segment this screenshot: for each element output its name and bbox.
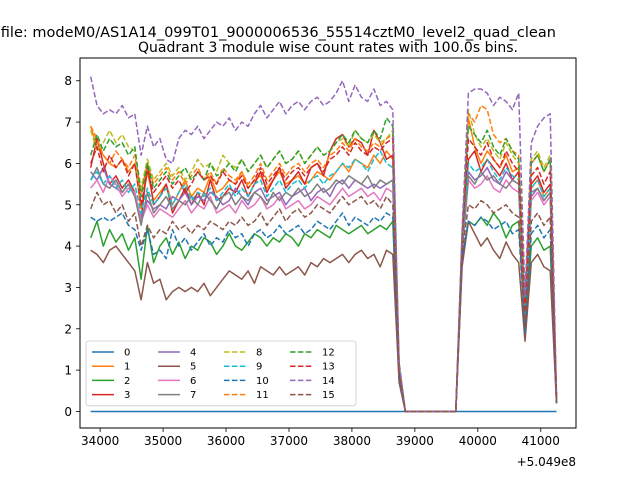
legend-label-7: 7 — [190, 390, 196, 401]
legend-label-8: 8 — [256, 348, 262, 359]
series-line-5 — [90, 220, 558, 413]
y-tick-label: 1 — [64, 364, 72, 378]
legend-label-12: 12 — [322, 348, 335, 359]
legend-label-4: 4 — [190, 348, 196, 359]
series-line-15 — [89, 191, 558, 413]
series-layer — [89, 76, 558, 413]
legend-label-13: 13 — [322, 362, 335, 373]
legend-box — [85, 340, 357, 407]
y-tick-label: 2 — [64, 322, 72, 336]
legend-label-6: 6 — [190, 376, 196, 387]
x-tick-label: 34000 — [81, 434, 119, 448]
y-tick-label: 7 — [64, 116, 72, 130]
series-line-14 — [89, 76, 558, 413]
figure-suptitle: n file: modeM0/AS1A14_099T01_9000006536_… — [0, 25, 556, 41]
legend-label-10: 10 — [256, 376, 269, 387]
legend-label-15: 15 — [322, 390, 335, 401]
series-line-12 — [89, 117, 558, 413]
legend-label-3: 3 — [124, 390, 130, 401]
chart-title: Quadrant 3 module wise count rates with … — [138, 40, 518, 56]
y-tick-label: 4 — [64, 240, 72, 254]
series-line-9 — [90, 150, 558, 413]
legend-label-2: 2 — [124, 376, 130, 387]
series-line-7 — [90, 166, 558, 413]
series-line-11 — [90, 104, 558, 413]
y-tick-label: 8 — [64, 74, 72, 88]
legend-label-0: 0 — [124, 348, 130, 359]
legend-label-14: 14 — [322, 376, 335, 387]
x-tick-label: 41000 — [522, 434, 560, 448]
legend-label-1: 1 — [124, 362, 130, 373]
y-tick-label: 0 — [64, 405, 72, 419]
x-tick-label: 36000 — [207, 434, 245, 448]
y-tick-label: 6 — [64, 157, 72, 171]
series-line-10 — [90, 212, 558, 413]
x-tick-label: 40000 — [459, 434, 497, 448]
x-axis: 34000 35000 36000 37000 38000 39000 40000 41000 — [81, 428, 560, 448]
series-line-13 — [89, 137, 558, 413]
y-axis: 0 1 2 3 4 5 6 7 8 — [64, 74, 80, 419]
axes-frame — [79, 57, 577, 429]
x-tick-label: 35000 — [144, 434, 182, 448]
y-tick-label: 3 — [64, 281, 72, 295]
x-offset-label: +5.049e8 — [517, 455, 576, 469]
series-line-6 — [90, 175, 558, 413]
x-tick-label: 37000 — [270, 434, 308, 448]
legend-label-11: 11 — [256, 390, 269, 401]
y-tick-label: 5 — [64, 198, 72, 212]
x-tick-label: 39000 — [396, 434, 434, 448]
legend-label-9: 9 — [256, 362, 262, 373]
legend-label-5: 5 — [190, 362, 196, 373]
x-tick-label: 38000 — [333, 434, 371, 448]
